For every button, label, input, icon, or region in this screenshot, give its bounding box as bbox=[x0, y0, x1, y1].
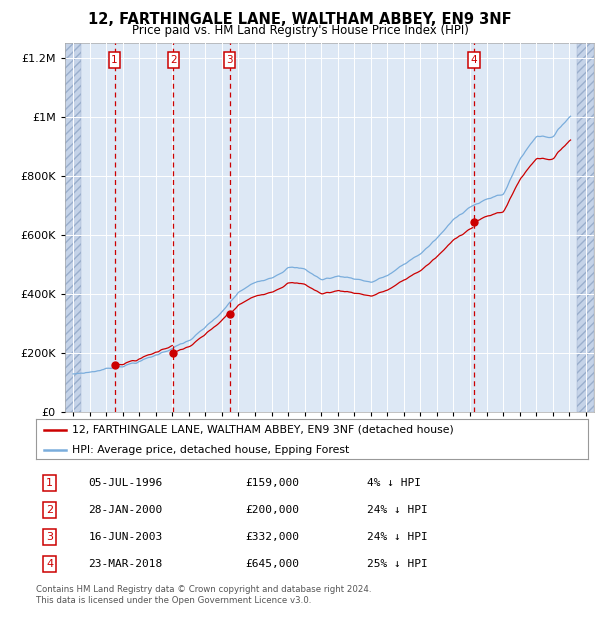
Text: 24% ↓ HPI: 24% ↓ HPI bbox=[367, 505, 428, 515]
Point bbox=[110, 360, 119, 370]
Text: £645,000: £645,000 bbox=[246, 559, 300, 569]
Text: 23-MAR-2018: 23-MAR-2018 bbox=[88, 559, 163, 569]
Text: £200,000: £200,000 bbox=[246, 505, 300, 515]
Text: 1: 1 bbox=[46, 478, 53, 488]
Text: HPI: Average price, detached house, Epping Forest: HPI: Average price, detached house, Eppi… bbox=[72, 445, 349, 455]
Text: 28-JAN-2000: 28-JAN-2000 bbox=[88, 505, 163, 515]
Point bbox=[169, 348, 178, 358]
Text: 16-JUN-2003: 16-JUN-2003 bbox=[88, 532, 163, 542]
Text: 25% ↓ HPI: 25% ↓ HPI bbox=[367, 559, 428, 569]
Point bbox=[469, 217, 478, 227]
Point bbox=[225, 309, 235, 319]
Text: 4: 4 bbox=[470, 55, 477, 65]
Text: £159,000: £159,000 bbox=[246, 478, 300, 488]
Text: £332,000: £332,000 bbox=[246, 532, 300, 542]
Text: 12, FARTHINGALE LANE, WALTHAM ABBEY, EN9 3NF (detached house): 12, FARTHINGALE LANE, WALTHAM ABBEY, EN9… bbox=[72, 425, 454, 435]
Text: 3: 3 bbox=[226, 55, 233, 65]
Text: 4: 4 bbox=[46, 559, 53, 569]
Text: 4% ↓ HPI: 4% ↓ HPI bbox=[367, 478, 421, 488]
Text: 2: 2 bbox=[170, 55, 177, 65]
Text: 1: 1 bbox=[111, 55, 118, 65]
Text: 24% ↓ HPI: 24% ↓ HPI bbox=[367, 532, 428, 542]
Text: 3: 3 bbox=[46, 532, 53, 542]
Text: 05-JUL-1996: 05-JUL-1996 bbox=[88, 478, 163, 488]
Text: 2: 2 bbox=[46, 505, 53, 515]
Text: Contains HM Land Registry data © Crown copyright and database right 2024.: Contains HM Land Registry data © Crown c… bbox=[36, 585, 371, 595]
Text: Price paid vs. HM Land Registry's House Price Index (HPI): Price paid vs. HM Land Registry's House … bbox=[131, 24, 469, 37]
Text: This data is licensed under the Open Government Licence v3.0.: This data is licensed under the Open Gov… bbox=[36, 596, 311, 606]
Text: 12, FARTHINGALE LANE, WALTHAM ABBEY, EN9 3NF: 12, FARTHINGALE LANE, WALTHAM ABBEY, EN9… bbox=[88, 12, 512, 27]
